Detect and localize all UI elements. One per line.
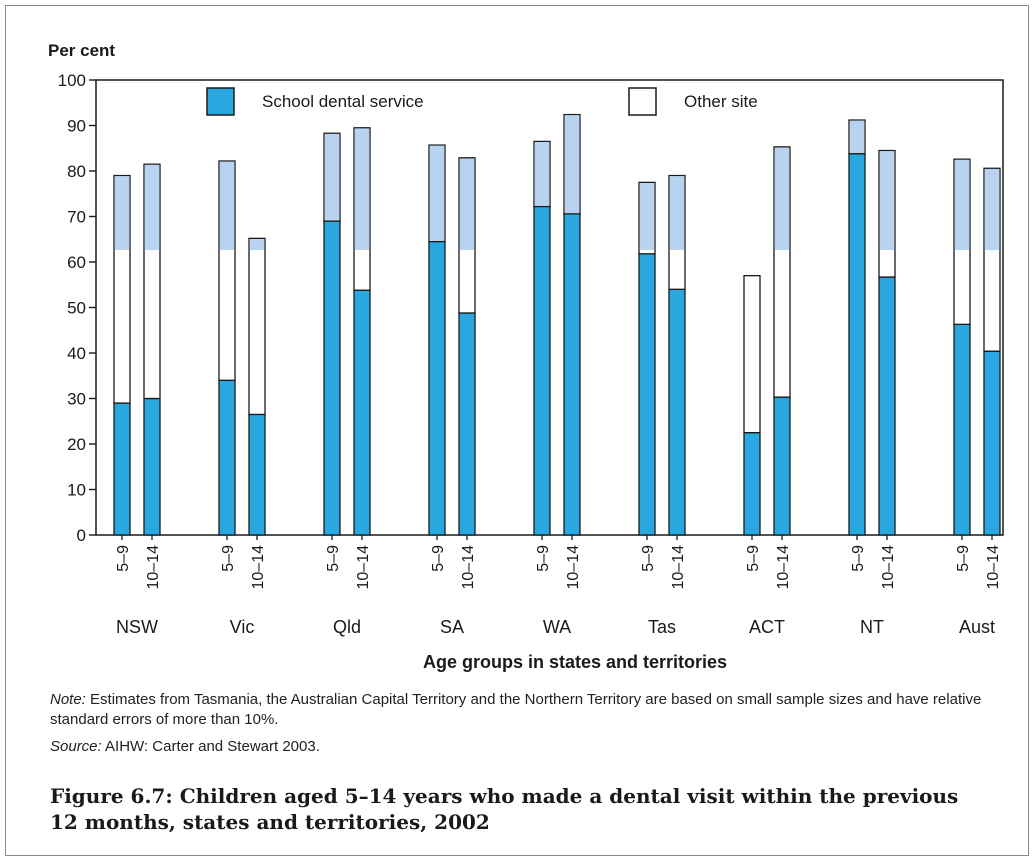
bar-other-site-shading (984, 168, 1000, 250)
age-group-label: 10–14 (145, 545, 162, 590)
legend-label-other: Other site (684, 92, 758, 111)
age-group-label: 5–9 (115, 545, 132, 572)
y-tick-label: 30 (67, 390, 86, 409)
legend-swatch-other (628, 87, 657, 116)
bar-other-site-shading (324, 133, 340, 221)
bar-school-dental-service (143, 397, 161, 536)
bar-other-site-shading (144, 164, 160, 250)
age-group-label: 5–9 (640, 545, 657, 572)
y-tick-label: 90 (67, 117, 86, 136)
y-tick-label: 70 (67, 208, 86, 227)
age-group-label: 10–14 (565, 545, 582, 590)
age-group-label: 5–9 (955, 545, 972, 572)
bar-other-site (248, 237, 266, 416)
bar-school-dental-service (878, 276, 896, 536)
bar-school-dental-service (638, 253, 656, 536)
y-tick-label: 50 (67, 299, 86, 318)
bar-school-dental-service (218, 379, 236, 536)
state-label: Qld (333, 617, 361, 637)
bar-school-dental-service (248, 413, 266, 536)
bar-school-dental-service (323, 220, 341, 536)
legend-swatch-school (206, 87, 235, 116)
bar-other-site (743, 274, 761, 434)
stacked-bar-chart: Per cent Age groups in states and territ… (48, 41, 1004, 672)
age-group-label: 10–14 (880, 545, 897, 590)
age-group-label: 10–14 (460, 545, 477, 590)
bar-school-dental-service (113, 402, 131, 536)
state-label: WA (543, 617, 571, 637)
bar-other-site-shading (774, 147, 790, 250)
bar-school-dental-service (953, 323, 971, 536)
bar-other-site-shading (249, 239, 265, 250)
bar-other-site-shading (954, 159, 970, 250)
bar-school-dental-service (848, 153, 866, 536)
note-text: Estimates from Tasmania, the Australian … (50, 691, 982, 728)
state-label: ACT (749, 617, 785, 637)
age-group-label: 5–9 (430, 545, 447, 572)
y-tick-label: 20 (67, 435, 86, 454)
bar-school-dental-service (458, 312, 476, 536)
bar-other-site-shading (219, 161, 235, 250)
state-label: SA (440, 617, 464, 637)
bar-other-site-shading (564, 115, 580, 214)
bar-other-site-shading (354, 128, 370, 250)
bar-other-site-shading (459, 158, 475, 250)
y-tick-label: 100 (58, 71, 86, 90)
bar-school-dental-service (743, 431, 761, 536)
age-group-label: 5–9 (745, 545, 762, 572)
state-label: Tas (648, 617, 676, 637)
state-label: Aust (959, 617, 995, 637)
y-axis-label: Per cent (48, 41, 115, 60)
bar-school-dental-service (668, 288, 686, 536)
x-axis-label: Age groups in states and territories (423, 652, 727, 672)
bar-other-site-shading (114, 176, 130, 250)
state-label: NSW (116, 617, 158, 637)
bar-school-dental-service (533, 205, 551, 536)
source: Source: AIHW: Carter and Stewart 2003. (50, 738, 320, 755)
bar-school-dental-service (563, 213, 581, 536)
y-tick-label: 40 (67, 344, 86, 363)
age-group-label: 5–9 (535, 545, 552, 572)
bar-other-site-shading (849, 120, 865, 154)
age-group-label: 10–14 (670, 545, 687, 590)
age-group-label: 5–9 (850, 545, 867, 572)
state-label: NT (860, 617, 884, 637)
note-label: Note: (50, 691, 86, 708)
y-tick-label: 60 (67, 253, 86, 272)
age-group-label: 10–14 (250, 545, 267, 590)
source-label: Source: (50, 738, 102, 755)
bar-school-dental-service (773, 396, 791, 536)
legend-label-school: School dental service (262, 92, 424, 111)
bar-other-site-shading (669, 176, 685, 250)
y-tick-label: 0 (77, 526, 86, 545)
bar-other-site-shading (429, 145, 445, 241)
age-group-label: 5–9 (325, 545, 342, 572)
y-tick-label: 80 (67, 162, 86, 181)
age-group-label: 10–14 (985, 545, 1002, 590)
plot-area: 0 10 20 30 40 50 60 70 80 90 100 5–9 10–14 NSW 5–9 10–1… (58, 71, 1004, 637)
age-group-label: 5–9 (220, 545, 237, 572)
source-text: AIHW: Carter and Stewart 2003. (101, 738, 320, 755)
bar-other-site-shading (879, 151, 895, 250)
figure-caption: Figure 6.7: Children aged 5–14 years who… (50, 784, 959, 834)
note: Note: Estimates from Tasmania, the Austr… (50, 690, 990, 730)
age-group-label: 10–14 (355, 545, 372, 590)
state-label: Vic (230, 617, 255, 637)
bar-school-dental-service (428, 240, 446, 536)
age-group-label: 10–14 (775, 545, 792, 590)
bar-other-site-shading (639, 183, 655, 250)
bar-school-dental-service (353, 289, 371, 536)
bar-school-dental-service (983, 350, 1001, 536)
bar-other-site-shading (534, 142, 550, 206)
y-tick-label: 10 (67, 481, 86, 500)
